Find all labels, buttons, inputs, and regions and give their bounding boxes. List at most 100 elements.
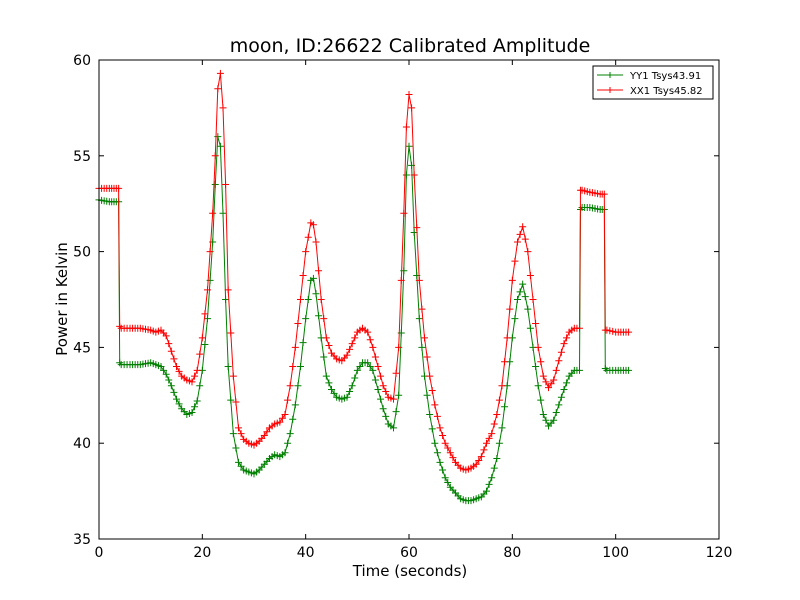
data-point <box>545 384 552 392</box>
data-point <box>609 327 617 335</box>
data-point <box>237 462 245 470</box>
data-point <box>392 369 400 377</box>
data-point <box>214 85 222 93</box>
data-point <box>441 439 449 447</box>
data-point <box>560 386 568 394</box>
data-point <box>309 221 317 229</box>
data-point <box>204 286 211 294</box>
plot-frame <box>98 59 720 540</box>
data-point <box>173 395 180 403</box>
data-point <box>503 334 511 342</box>
data-point <box>173 363 180 371</box>
data-point <box>400 209 408 217</box>
data-point <box>211 152 219 160</box>
data-point <box>508 276 516 284</box>
data-point <box>390 395 397 403</box>
data-point <box>477 453 485 461</box>
data-point <box>227 396 235 404</box>
data-point <box>423 391 431 399</box>
data-point <box>433 412 441 420</box>
data-point <box>232 444 240 452</box>
data-point <box>196 350 204 358</box>
data-point <box>312 290 320 298</box>
data-point <box>423 353 431 361</box>
legend-label: XX1 Tsys45.82 <box>630 86 703 97</box>
data-point <box>488 474 496 482</box>
data-point <box>485 480 493 488</box>
y-axis: 35 40 45 50 55 60 <box>73 53 719 548</box>
series-1 <box>95 69 633 474</box>
data-point <box>431 439 439 447</box>
data-point <box>485 434 493 442</box>
y-axis-label: Power in Kelvin <box>53 242 71 356</box>
data-point <box>289 363 297 371</box>
data-point <box>439 432 447 440</box>
data-point <box>162 332 170 340</box>
series-0 <box>95 133 633 505</box>
data-point <box>235 458 242 466</box>
legend-box <box>592 65 714 100</box>
x-tick-label: 120 <box>706 545 733 561</box>
data-point <box>193 366 201 374</box>
data-point <box>413 224 421 232</box>
data-point <box>488 430 496 438</box>
data-point <box>343 351 351 359</box>
data-point <box>175 400 183 408</box>
x-axis-label: Time (seconds) <box>352 562 468 580</box>
data-point <box>483 487 490 495</box>
data-point <box>346 387 354 395</box>
data-point <box>539 410 547 418</box>
data-point <box>343 393 351 401</box>
data-point <box>356 363 364 371</box>
y-tick-label: 50 <box>73 245 91 261</box>
data-point <box>201 341 209 349</box>
data-point <box>431 401 439 409</box>
data-point <box>284 396 292 404</box>
data-point <box>449 454 457 462</box>
data-point <box>498 424 506 432</box>
legend-marker <box>607 72 613 78</box>
data-point <box>364 328 372 336</box>
data-point <box>428 387 436 395</box>
data-point <box>371 353 379 361</box>
data-point <box>433 449 441 457</box>
data-point <box>537 396 545 404</box>
data-point <box>576 324 583 332</box>
data-point <box>374 386 382 394</box>
data-point <box>297 363 304 371</box>
data-point <box>542 378 550 386</box>
data-point <box>297 296 304 303</box>
data-point <box>436 458 444 466</box>
data-point <box>557 348 565 356</box>
data-point <box>346 345 354 353</box>
data-point <box>563 379 571 387</box>
data-point <box>325 341 333 349</box>
data-point <box>196 382 204 390</box>
data-point <box>526 324 534 332</box>
data-point <box>550 376 558 384</box>
data-point <box>532 363 540 371</box>
data-point <box>366 363 374 371</box>
data-point <box>379 382 387 390</box>
x-tick-label: 20 <box>193 545 211 561</box>
data-point <box>428 425 436 433</box>
legend-marker <box>607 87 613 93</box>
data-point <box>317 296 325 303</box>
data-point <box>516 230 524 238</box>
data-point <box>312 238 320 246</box>
data-point <box>175 367 183 375</box>
data-point <box>309 274 317 282</box>
data-point <box>426 372 434 380</box>
data-point <box>439 466 447 474</box>
data-point <box>625 366 633 374</box>
data-point <box>377 395 385 403</box>
data-point <box>395 343 403 351</box>
data-point <box>514 238 521 246</box>
data-point <box>315 312 323 320</box>
data-point <box>537 358 545 366</box>
data-point <box>325 379 333 387</box>
data-point <box>519 280 527 288</box>
data-point <box>369 343 377 351</box>
data-point <box>395 391 403 399</box>
data-point <box>514 296 521 303</box>
